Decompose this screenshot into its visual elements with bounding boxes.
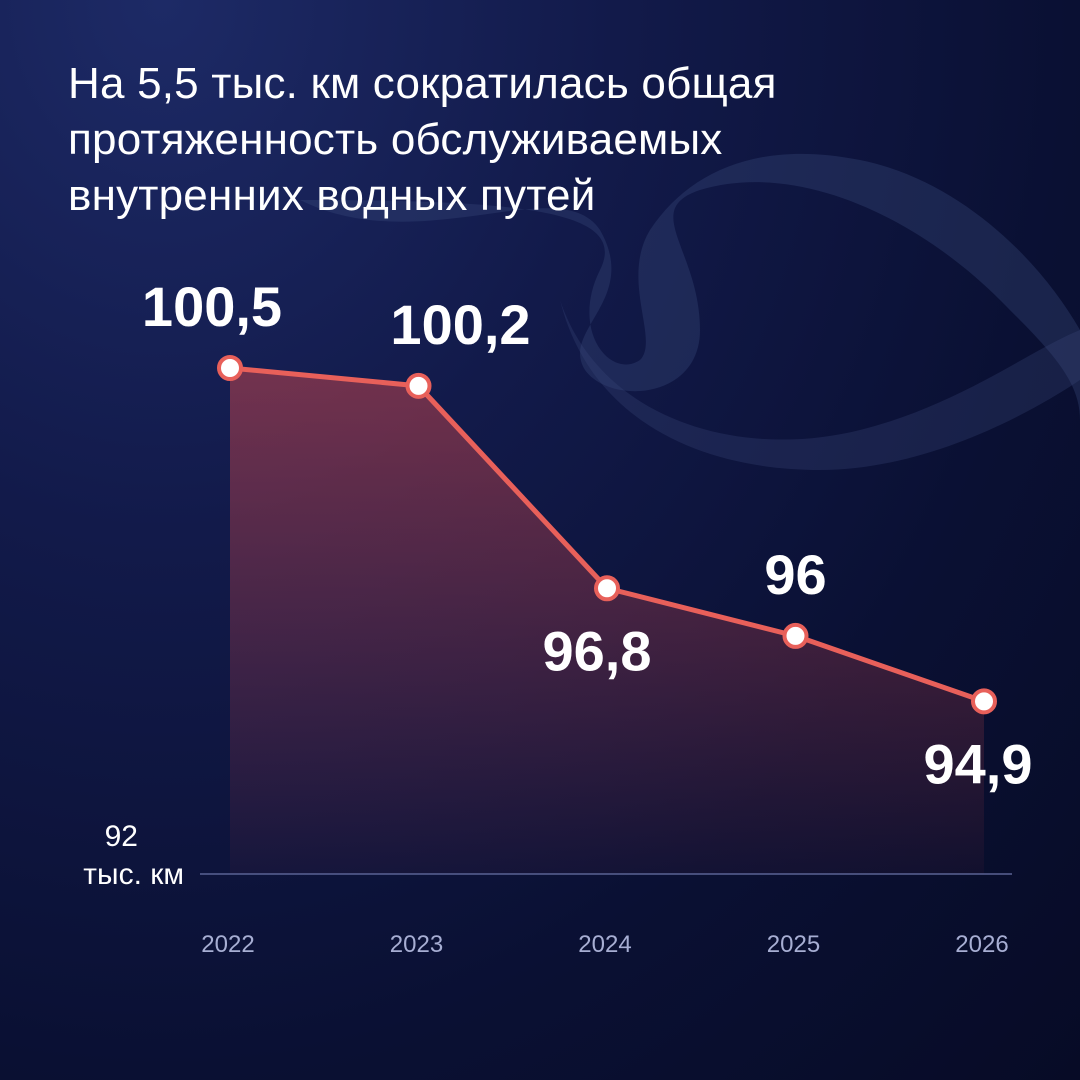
x-tick-2026: 2026 <box>955 931 1008 958</box>
x-tick-2025: 2025 <box>767 931 820 958</box>
x-tick-2022: 2022 <box>201 931 254 958</box>
x-tick-2023: 2023 <box>390 931 443 958</box>
data-point-2026 <box>971 688 997 715</box>
x-axis-tick-labels: 2022 2023 2024 2025 2026 <box>201 931 1008 958</box>
data-point-2025 <box>782 622 809 649</box>
data-point-markers <box>217 355 997 715</box>
data-label-2022: 100,5 <box>142 275 282 338</box>
chart-title: На 5,5 тыс. км сократилась общая протяже… <box>68 59 777 220</box>
data-point-2024 <box>594 575 620 602</box>
data-point-2022 <box>217 355 243 381</box>
x-tick-2024: 2024 <box>578 931 631 958</box>
data-label-2023: 100,2 <box>390 293 530 356</box>
data-point-2023 <box>405 372 432 399</box>
baseline-unit-label: тыс. км <box>83 858 184 891</box>
baseline-value-label: 92 <box>105 820 138 853</box>
area-fill <box>230 368 984 874</box>
data-label-2025: 96 <box>764 543 826 606</box>
data-label-2024: 96,8 <box>543 619 652 682</box>
data-labels: 100,5 100,2 96,8 96 94,9 <box>142 275 1033 795</box>
data-label-2026: 94,9 <box>924 732 1033 795</box>
